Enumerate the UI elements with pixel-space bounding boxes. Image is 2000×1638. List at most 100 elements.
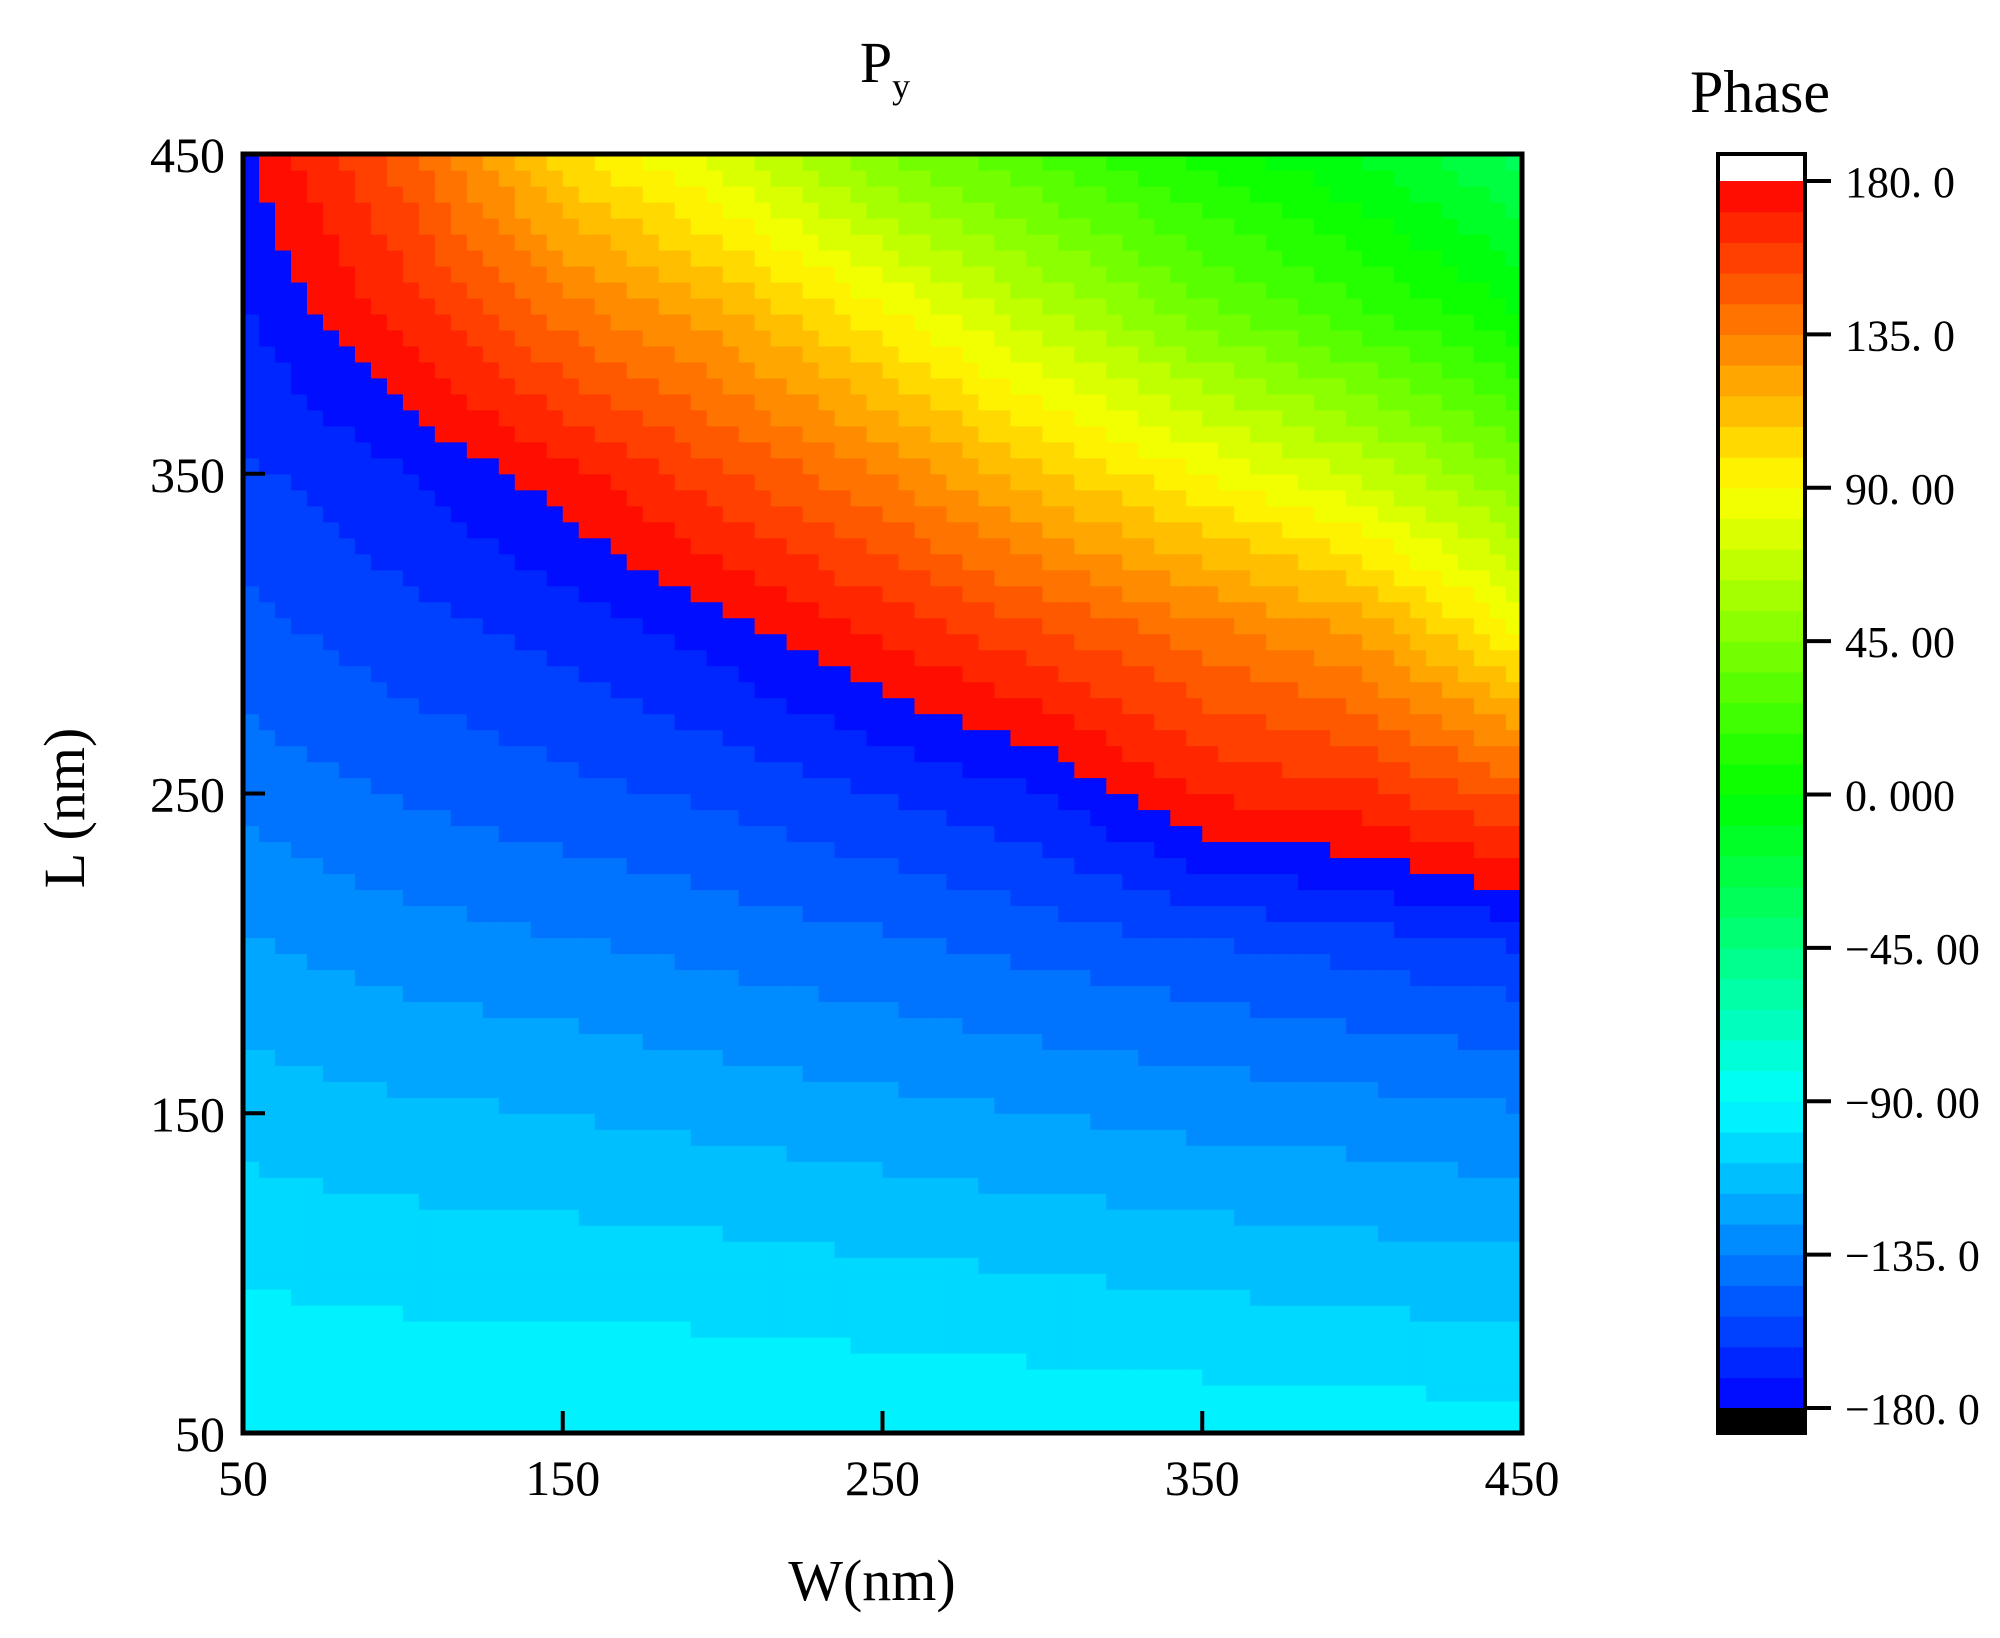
- heatmap-cell: [882, 1081, 900, 1098]
- heatmap-cell: [498, 1161, 516, 1178]
- heatmap-cell: [642, 1001, 660, 1018]
- heatmap-cell: [1106, 425, 1123, 443]
- heatmap-cell: [642, 521, 660, 539]
- heatmap-cell: [530, 809, 548, 827]
- heatmap-cell: [514, 1289, 532, 1306]
- heatmap-cell: [322, 249, 340, 267]
- heatmap-cell: [946, 921, 964, 938]
- heatmap-cell: [642, 777, 660, 795]
- heatmap-cell: [1202, 857, 1219, 875]
- heatmap-cell: [802, 905, 820, 922]
- heatmap-cell: [786, 1289, 804, 1306]
- heatmap-cell: [578, 921, 596, 938]
- heatmap-cell: [1090, 297, 1107, 315]
- heatmap-cell: [850, 377, 868, 395]
- heatmap-cell: [706, 457, 724, 475]
- heatmap-cell: [274, 1417, 292, 1434]
- heatmap-cell: [258, 505, 276, 523]
- heatmap-cell: [243, 617, 260, 635]
- heatmap-cell: [354, 873, 372, 891]
- heatmap-cell: [802, 1081, 820, 1098]
- heatmap-cell: [818, 729, 836, 747]
- heatmap-cell: [402, 473, 420, 491]
- heatmap-cell: [930, 553, 948, 571]
- heatmap-cell: [786, 1401, 804, 1418]
- heatmap-cell: [418, 1257, 436, 1274]
- heatmap-cell: [1202, 473, 1219, 491]
- heatmap-cell: [978, 1145, 996, 1162]
- heatmap-cell: [978, 1193, 996, 1210]
- heatmap-cell: [306, 377, 324, 395]
- heatmap-cell: [770, 185, 788, 203]
- heatmap-cell: [466, 1385, 484, 1402]
- heatmap-cell: [610, 745, 628, 763]
- heatmap-cell: [482, 601, 500, 619]
- heatmap-cell: [770, 809, 788, 827]
- heatmap-cell: [658, 393, 676, 411]
- heatmap-cell: [482, 953, 500, 970]
- heatmap-cell: [274, 1097, 292, 1114]
- heatmap-cell: [818, 441, 836, 459]
- heatmap-cell: [898, 425, 916, 443]
- heatmap-cell: [850, 1065, 868, 1082]
- heatmap-cell: [562, 1241, 580, 1258]
- heatmap-cell: [466, 1017, 484, 1034]
- heatmap-cell: [274, 154, 292, 171]
- heatmap-cell: [930, 1353, 948, 1370]
- heatmap-cell: [338, 297, 356, 315]
- heatmap-cell: [962, 1001, 980, 1018]
- heatmap-cell: [274, 329, 292, 347]
- heatmap-cell: [546, 1033, 564, 1050]
- heatmap-cell: [578, 1145, 596, 1162]
- heatmap-cell: [658, 1065, 676, 1082]
- heatmap-cell: [658, 185, 676, 203]
- heatmap-cell: [386, 553, 404, 571]
- heatmap-cell: [482, 233, 500, 251]
- heatmap-cell: [434, 553, 452, 571]
- heatmap-cell: [386, 377, 404, 395]
- heatmap-cell: [338, 649, 356, 667]
- heatmap-cell: [258, 1305, 276, 1322]
- heatmap-cell: [674, 393, 692, 411]
- heatmap-cell: [546, 521, 564, 539]
- heatmap-cell: [850, 585, 868, 603]
- heatmap-cell: [898, 1145, 916, 1162]
- heatmap-cell: [354, 857, 372, 875]
- heatmap-cell: [258, 1257, 276, 1274]
- heatmap-cell: [722, 1241, 740, 1258]
- heatmap-cell: [802, 169, 820, 187]
- heatmap-cell: [530, 393, 548, 411]
- heatmap-cell: [498, 1337, 516, 1354]
- heatmap-cell: [338, 1417, 356, 1434]
- heatmap-cell: [338, 665, 356, 683]
- heatmap-cell: [1074, 729, 1091, 747]
- heatmap-cell: [1170, 473, 1187, 491]
- heatmap-cell: [466, 1193, 484, 1210]
- heatmap-cell: [274, 1177, 292, 1194]
- heatmap-cell: [1122, 649, 1139, 667]
- heatmap-cell: [546, 889, 564, 907]
- heatmap-cell: [946, 793, 964, 811]
- heatmap-cell: [530, 745, 548, 763]
- heatmap-cell: [1106, 1209, 1123, 1226]
- heatmap-cell: [1058, 185, 1075, 203]
- heatmap-cell: [466, 154, 484, 171]
- heatmap-cell: [1074, 681, 1091, 699]
- heatmap-cell: [1170, 937, 1187, 954]
- heatmap-cell: [322, 953, 340, 970]
- heatmap-cell: [482, 393, 500, 411]
- heatmap-cell: [1042, 889, 1059, 907]
- heatmap-cell: [994, 409, 1011, 427]
- heatmap-cell: [1154, 329, 1171, 347]
- heatmap-cell: [1074, 521, 1091, 539]
- heatmap-cell: [498, 1001, 516, 1018]
- heatmap-cell: [898, 1065, 916, 1082]
- heatmap-cell: [274, 1321, 292, 1338]
- heatmap-cell: [1170, 1401, 1187, 1418]
- heatmap-cell: [1218, 761, 1235, 779]
- heatmap-cell: [578, 393, 596, 411]
- heatmap-cell: [866, 1129, 884, 1146]
- heatmap-cell: [706, 841, 724, 859]
- heatmap-cell: [978, 249, 996, 267]
- heatmap-cell: [386, 457, 404, 475]
